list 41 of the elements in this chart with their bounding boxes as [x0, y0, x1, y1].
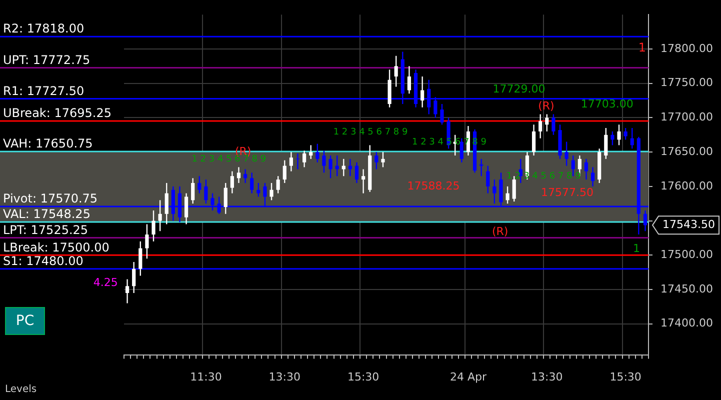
annotation: 1	[638, 40, 646, 55]
y-tick-label: 17700.00	[660, 110, 714, 124]
ref-line-label: LBreak: 17500.00	[3, 240, 110, 254]
ref-line-label: VAL: 17548.25	[3, 207, 90, 222]
x-tick-label: 15:30	[610, 370, 642, 384]
x-tick-label: 13:30	[531, 370, 563, 384]
text: 4.25	[93, 276, 118, 290]
ref-line-label: R2: 17818.00	[3, 22, 84, 36]
y-tick-label: 17800.00	[660, 42, 714, 55]
ref-line-label: S1: 17480.00	[3, 254, 84, 268]
candlestick	[362, 169, 366, 194]
text: Levels	[5, 384, 37, 395]
annotation: 17588.25	[407, 179, 460, 192]
annotation: (R)	[492, 225, 508, 238]
pc-button: PC	[5, 307, 45, 335]
ref-line-label: LPT: 17525.25	[3, 222, 88, 237]
y-tick-label: 17400.00	[660, 316, 714, 330]
annotation: (R)	[538, 99, 554, 112]
ref-line-label: VAH: 17650.75	[3, 136, 93, 151]
annotation: 1	[632, 242, 640, 256]
candlestick	[480, 158, 484, 176]
x-tick-label: 11:30	[190, 370, 222, 384]
y-tick-label: 17750.00	[660, 76, 714, 90]
ref-line-label: UBreak: 17695.25	[3, 106, 112, 120]
x-tick-label: 15:30	[347, 370, 380, 384]
y-tick-label: 17600.00	[660, 179, 714, 192]
ref-line-label: Pivot: 17570.75	[3, 192, 98, 206]
y-tick-label: 17450.00	[660, 282, 714, 296]
ref-line-label: R1: 17727.50	[3, 84, 84, 98]
annotation: 17577.50	[540, 186, 594, 200]
ref-line-label: UPT: 17772.75	[3, 52, 90, 67]
x-tick-label: 13:30	[268, 370, 300, 384]
text: 17543.50	[662, 218, 716, 232]
candlestick	[125, 279, 130, 304]
y-tick-label: 17650.00	[660, 144, 714, 158]
annotation: 1 2 3 4 5 6 7 8 9	[333, 127, 408, 138]
x-tick-label: 24 Apr	[450, 370, 487, 384]
candlestick	[243, 169, 248, 183]
annotation: 17703.00	[580, 98, 634, 111]
y-tick-label: 17500.00	[660, 248, 714, 262]
annotation: 17729.00	[492, 82, 546, 96]
